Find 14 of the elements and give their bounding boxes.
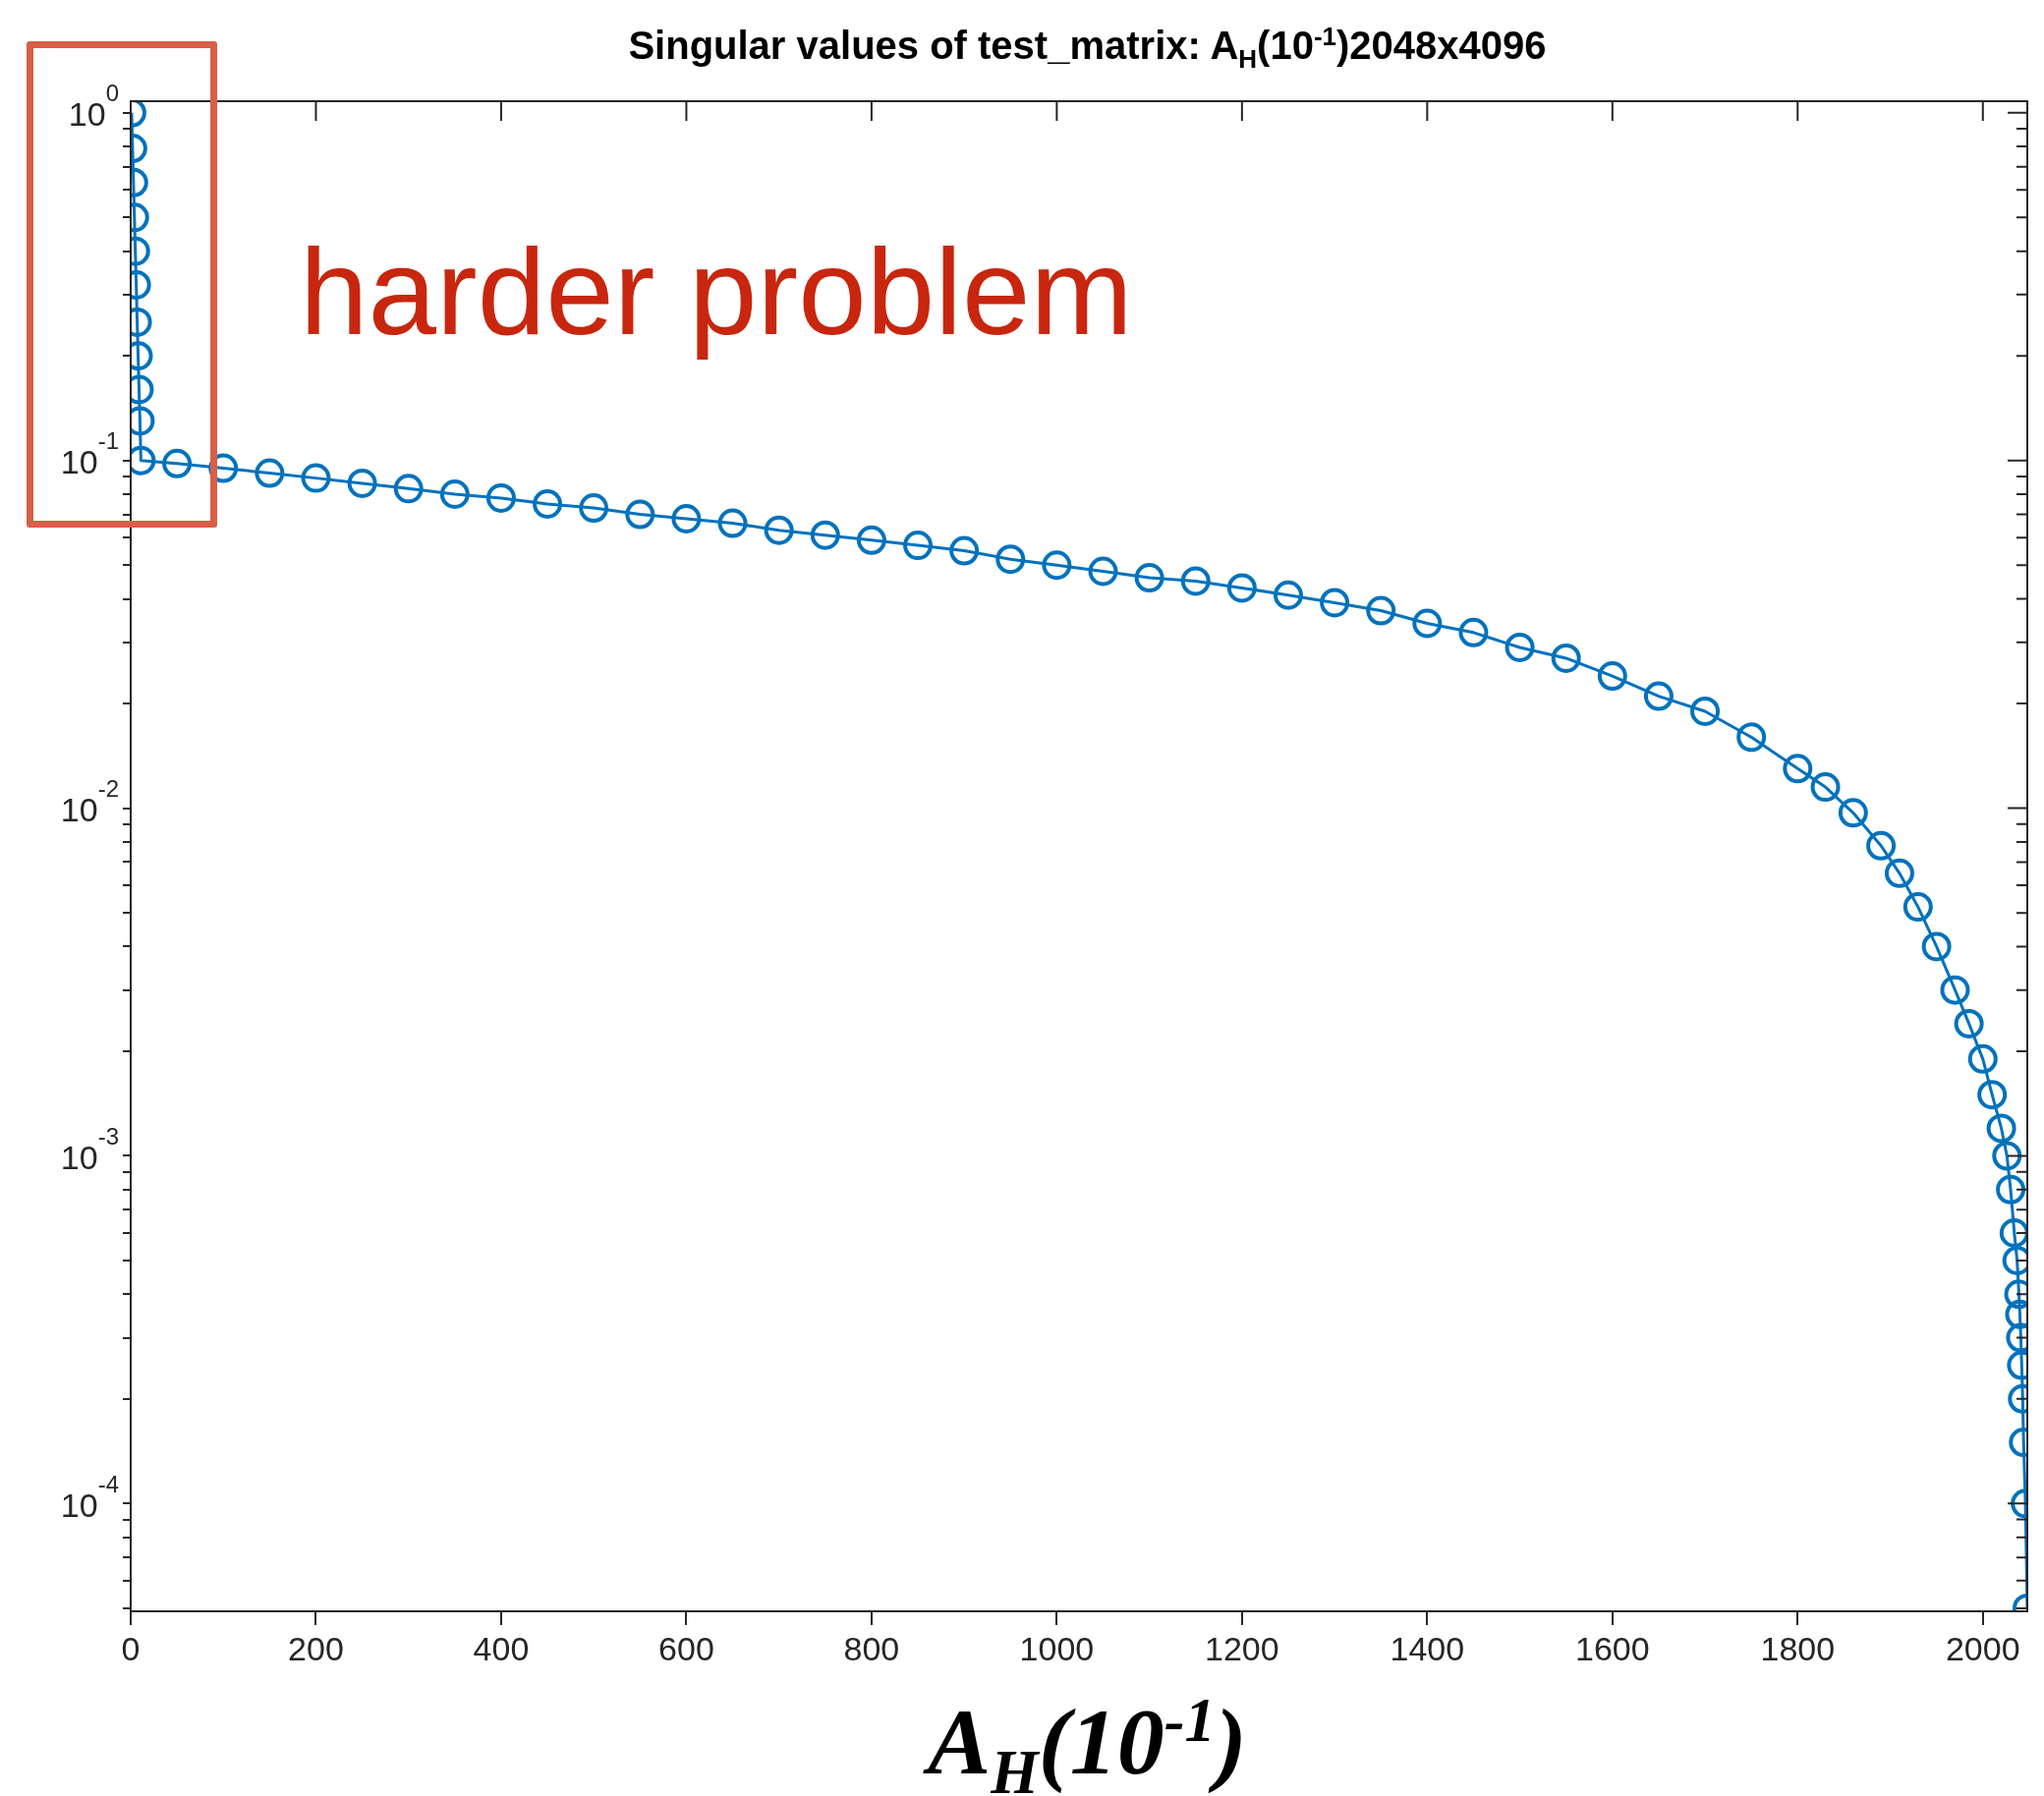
chart-title: Singular values of test_matrix: A$_{H}$(10$^{-1}$)2048x4096 (627, 22, 1548, 76)
annotation: harder problem (300, 222, 1133, 362)
x-tick-label: 800 (843, 1629, 900, 1667)
x-tick-label: 1800 (1760, 1629, 1836, 1667)
x-tick-label: 1000 (1019, 1629, 1095, 1667)
x-tick-label: 200 (288, 1629, 344, 1667)
x-tick-label: 400 (473, 1629, 530, 1667)
x-tick-label: 1200 (1205, 1629, 1279, 1667)
x-tick-label: 1400 (1390, 1629, 1465, 1667)
x-tick-label: 1600 (1574, 1629, 1650, 1667)
x-axis-title: A$_{H}$(10$^{-1}$) (922, 1686, 1248, 1796)
x-tick-label: 2000 (1945, 1629, 2020, 1667)
x-tick-label: 0 (121, 1629, 141, 1667)
x-tick-label: 600 (658, 1629, 714, 1667)
